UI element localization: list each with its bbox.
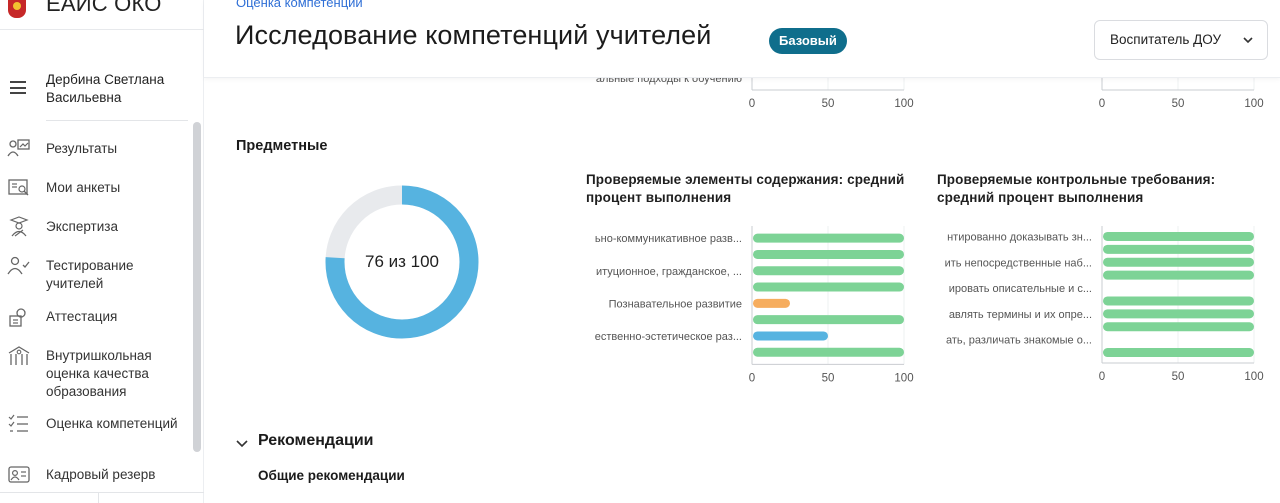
bar [1103,244,1254,254]
expertise-icon [9,216,29,237]
category-label: альные подходы к обучению [596,78,742,85]
donut-center-label: 76 из 100 [364,252,439,271]
teacher-testing-icon [7,256,30,275]
sidebar-item-label: Мои анкеты [46,180,121,195]
chart-content-elements: ьно-коммуникативное разв... итуционное, г… [595,226,914,384]
sidebar-item-teacher-testing[interactable]: Тестирование учителей [0,255,194,295]
category-label: нтированно доказывать зн... [947,231,1092,243]
bar [753,233,904,243]
section-title-subject: Предметные [236,138,328,154]
category-label: ественно-эстетическое раз... [595,331,742,343]
sidebar-item-competence[interactable]: Оценка компетенций [0,413,194,453]
certification-icon [9,308,26,327]
sidebar-item-personnel-reserve[interactable]: Кадровый резерв [0,464,194,486]
chevron-down-icon [236,440,248,448]
sidebar-item-results[interactable]: Результаты [0,138,194,160]
sidebar-footer [0,492,204,503]
sidebar-item-label: Оценка компетенций [46,416,178,431]
sidebar-item-label: Кадровый резерв [46,467,156,482]
tick-label: 50 [1172,98,1185,110]
category-label: ьно-коммуникативное разв... [595,233,742,245]
sidebar-item-label: Аттестация [46,309,118,324]
divider [46,120,188,121]
chart-title-content-elements: Проверяемые элементы содержания: средний… [586,172,905,205]
category-label: Познавательное развитие [609,298,742,310]
tick-label: 50 [822,98,835,110]
bar [753,249,904,259]
tick-label: 100 [894,98,913,110]
coat-of-arms-icon [8,0,26,18]
tick-label: 100 [1244,371,1263,383]
sidebar-item-label: Тестирование учителей [46,258,134,291]
bar [753,298,790,308]
sidebar: ЕАИС ОКО Дербина Светлана Васильевна Рез… [0,0,204,503]
main-content: альные подходы к обучению 0 50 100 0 50 100 П… [204,78,1280,503]
logo-row: ЕАИС ОКО [0,0,204,30]
role-select[interactable]: Воспитатель ДОУ [1094,20,1268,60]
category-label: ировать описательные и с... [949,283,1092,295]
tick-label: 100 [1244,98,1263,110]
donut-slice-completed [325,185,479,339]
surveys-icon [8,179,29,196]
chart-title-control-requirements: Проверяемые контрольные требования: сред… [937,172,1216,205]
page-header: Оценка компетенций Исследование компетен… [204,0,1280,78]
page-title: Исследование компетенций учителей [235,20,712,50]
bar [753,315,904,325]
tick-label: 50 [822,372,835,384]
sidebar-item-label: Экспертиза [46,219,118,234]
bar [1103,231,1254,241]
menu-icon[interactable] [10,81,26,94]
bar [1103,348,1254,358]
donut-chart: 76 из 100 [320,180,484,344]
app-logo-text[interactable]: ЕАИС ОКО [46,0,162,16]
chevron-down-icon [1243,37,1253,44]
sidebar-item-school-quality[interactable]: Внутришкольная оценка качества образован… [0,345,194,401]
bar [1103,257,1254,267]
tick-label: 0 [1099,98,1105,110]
bar [1103,296,1254,306]
id-card-icon [8,466,30,483]
tick-label: 0 [749,98,755,110]
user-row: Дербина Светлана Васильевна [0,66,204,120]
bar [753,331,828,341]
bar [1103,309,1254,319]
chart-partial-left: альные подходы к обучению 0 50 100 [596,78,914,110]
sidebar-item-expertise[interactable]: Экспертиза [0,216,194,238]
user-name[interactable]: Дербина Светлана Васильевна [46,72,165,105]
sidebar-item-surveys[interactable]: Мои анкеты [0,177,194,199]
bar [1103,322,1254,332]
tick-label: 0 [749,372,755,384]
chart-control-requirements: нтированно доказывать зн... ить непосредс… [945,226,1264,383]
checklist-icon [8,414,28,432]
sidebar-item-certification[interactable]: Аттестация [0,306,194,328]
category-label: авлять термины и их опре... [949,309,1092,321]
level-badge: Базовый [769,28,847,54]
sidebar-item-label: Результаты [46,141,118,156]
category-label: ить непосредственные наб... [945,257,1092,269]
donut-svg [325,185,479,339]
results-icon [7,139,30,157]
tick-label: 50 [1172,371,1185,383]
bar [753,266,904,276]
category-label: итуционное, гражданское, ... [596,266,742,278]
tick-label: 0 [1099,371,1105,383]
breadcrumb-link[interactable]: Оценка компетенций [236,0,363,10]
tick-label: 100 [894,372,913,384]
role-select-value: Воспитатель ДОУ [1110,32,1222,47]
bar [753,282,904,292]
school-quality-icon [8,346,30,365]
category-label: ать, различать знакомые о... [946,335,1092,347]
general-recommendations-title: Общие рекомендации [258,468,405,483]
chart-partial-right: 0 50 100 [1099,78,1264,110]
bar [753,347,904,357]
bar [1103,270,1254,280]
sidebar-item-label: Внутришкольная оценка качества образован… [46,348,152,399]
sidebar-scrollbar[interactable] [193,122,201,452]
recommendations-title: Рекомендации [258,432,374,449]
